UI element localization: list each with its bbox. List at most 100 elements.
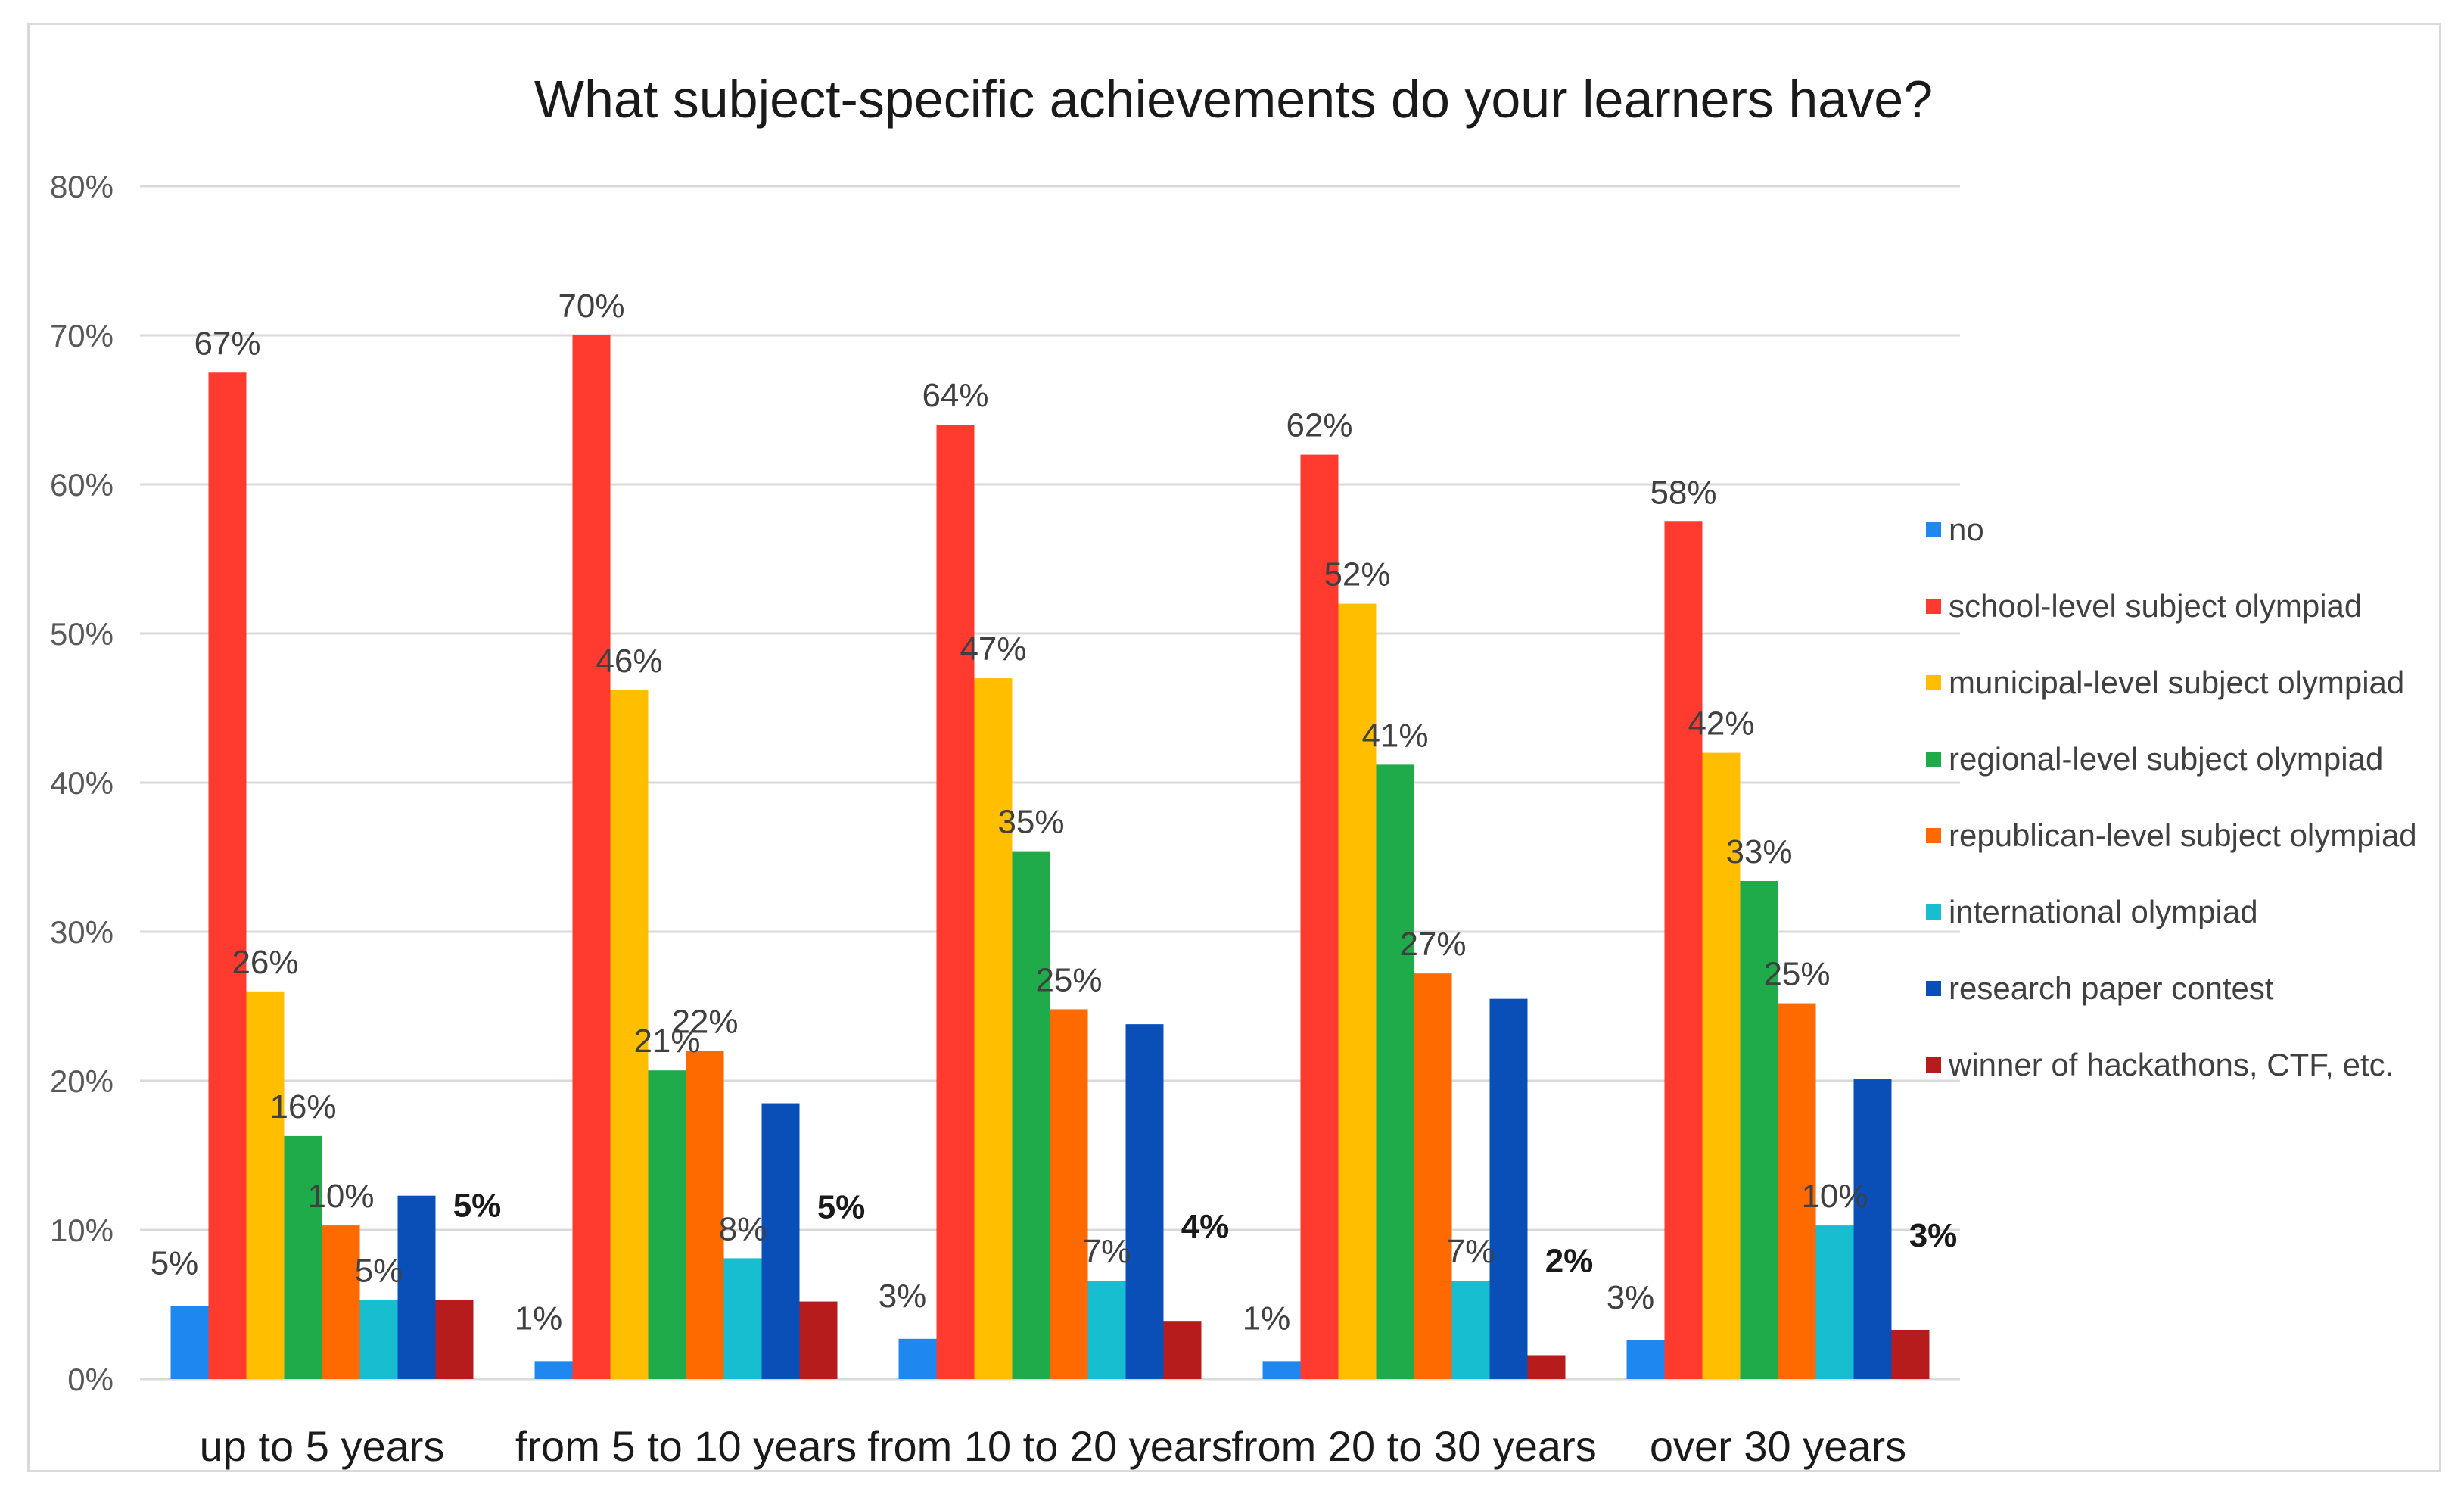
legend-item-label: international olympiad xyxy=(1949,894,2258,929)
bar xyxy=(246,991,285,1379)
data-label: 3% xyxy=(1909,1217,1958,1254)
legend-swatch xyxy=(1926,599,1941,614)
legend-swatch xyxy=(1926,904,1941,920)
data-label: 64% xyxy=(922,377,988,414)
bar xyxy=(170,1306,209,1379)
y-tick-label: 10% xyxy=(50,1213,114,1248)
data-label: 5% xyxy=(355,1253,403,1290)
data-label: 25% xyxy=(1035,961,1102,998)
legend-item-label: school-level subject olympiad xyxy=(1949,588,2362,624)
bar xyxy=(936,425,975,1380)
y-tick-label: 0% xyxy=(67,1362,114,1397)
legend-item-label: winner of hackathons, CTF, etc. xyxy=(1948,1047,2394,1082)
data-label: 10% xyxy=(307,1178,374,1215)
bar xyxy=(1087,1280,1126,1379)
data-label: 5% xyxy=(453,1188,502,1225)
data-label: 7% xyxy=(1083,1233,1131,1270)
data-label: 67% xyxy=(194,325,260,362)
bar xyxy=(1815,1225,1854,1379)
data-label: 46% xyxy=(596,643,662,680)
bar xyxy=(761,1103,800,1379)
data-label: 21% xyxy=(633,1023,700,1060)
bar xyxy=(1527,1355,1566,1379)
bar xyxy=(974,678,1013,1379)
y-tick-label: 70% xyxy=(50,318,114,353)
data-label: 3% xyxy=(1607,1279,1655,1316)
data-label: 1% xyxy=(1243,1300,1291,1337)
y-tick-label: 50% xyxy=(50,616,114,652)
data-label: 4% xyxy=(1181,1208,1230,1245)
data-label: 26% xyxy=(232,944,298,981)
data-label: 25% xyxy=(1763,956,1830,993)
bar xyxy=(898,1338,937,1379)
data-label: 3% xyxy=(879,1278,927,1315)
bar xyxy=(1414,973,1452,1379)
bar xyxy=(1891,1329,1930,1379)
data-label: 16% xyxy=(269,1088,336,1125)
bar xyxy=(648,1070,686,1379)
data-label: 5% xyxy=(817,1189,866,1226)
x-tick-label: from 10 to 20 years xyxy=(867,1422,1232,1470)
x-tick-label: from 20 to 30 years xyxy=(1231,1422,1596,1470)
data-label: 8% xyxy=(719,1210,767,1247)
bar xyxy=(1778,1003,1816,1379)
legend-swatch xyxy=(1926,981,1941,996)
bar xyxy=(322,1225,360,1379)
bar xyxy=(1338,603,1377,1379)
y-tick-label: 80% xyxy=(50,169,114,204)
x-axis-ticks: up to 5 years from 5 to 10 years from 10 t… xyxy=(200,1422,1907,1470)
bar xyxy=(723,1258,762,1379)
legend-swatch xyxy=(1926,1057,1941,1073)
data-label: 22% xyxy=(671,1004,738,1041)
legend-item-label: no xyxy=(1949,512,1984,547)
bar xyxy=(610,690,649,1379)
y-tick-label: 60% xyxy=(50,467,114,503)
data-label: 47% xyxy=(960,630,1026,668)
bar xyxy=(208,372,247,1379)
bar xyxy=(1300,454,1339,1379)
legend-swatch xyxy=(1926,522,1941,537)
legend-item-label: regional-level subject olympiad xyxy=(1949,741,2383,777)
bar xyxy=(397,1195,436,1379)
x-tick-label: up to 5 years xyxy=(200,1422,445,1470)
data-label: 70% xyxy=(558,288,624,325)
bar xyxy=(359,1300,398,1379)
data-labels: 5% 67% 26% 16% 10% 5% 5% 1% 70% 46% 21%22% 8% 5% 3% 64… xyxy=(151,288,1958,1337)
legend-item-label: municipal-level subject olympiad xyxy=(1949,665,2404,700)
bar xyxy=(1376,764,1414,1379)
y-tick-label: 40% xyxy=(50,765,114,801)
bar xyxy=(1664,521,1703,1379)
x-tick-label: over 30 years xyxy=(1650,1422,1906,1470)
y-tick-label: 20% xyxy=(50,1063,114,1099)
legend-swatch xyxy=(1926,752,1941,767)
bar xyxy=(1853,1079,1892,1379)
data-label: 5% xyxy=(151,1244,199,1281)
data-label: 1% xyxy=(515,1300,563,1337)
data-label: 7% xyxy=(1447,1233,1495,1270)
data-label: 42% xyxy=(1688,705,1754,743)
y-tick-label: 30% xyxy=(50,914,114,950)
legend-swatch xyxy=(1926,675,1941,690)
bar xyxy=(284,1135,322,1379)
data-label: 52% xyxy=(1324,556,1390,593)
data-label: 33% xyxy=(1725,833,1792,870)
data-label: 10% xyxy=(1801,1178,1868,1215)
chart-title: What subject-specific achievements do yo… xyxy=(534,70,1933,129)
bar xyxy=(1012,851,1050,1379)
legend: no school-level subject olympiad municipal… xyxy=(1926,512,2417,1082)
bar xyxy=(572,335,611,1379)
bars xyxy=(170,335,1930,1380)
bar xyxy=(435,1300,474,1379)
data-label: 35% xyxy=(997,804,1064,841)
bar xyxy=(1489,998,1528,1379)
bar xyxy=(1050,1009,1088,1379)
data-label: 58% xyxy=(1650,474,1716,511)
bar xyxy=(1125,1024,1164,1379)
data-label: 2% xyxy=(1545,1242,1594,1279)
bar xyxy=(1626,1340,1665,1379)
y-axis-ticks: 0% 10% 20% 30% 40% 50% 60% 70% 80% xyxy=(50,169,114,1397)
bar xyxy=(1451,1280,1490,1379)
bar xyxy=(686,1051,724,1379)
legend-swatch xyxy=(1926,828,1941,843)
